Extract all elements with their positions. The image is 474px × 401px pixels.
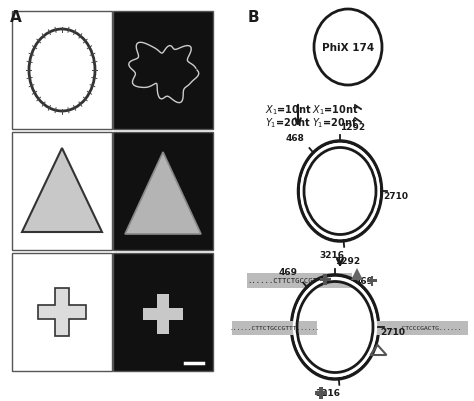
Bar — [247, 273, 352, 288]
Bar — [374, 321, 468, 335]
Polygon shape — [152, 303, 174, 325]
Text: B: B — [248, 10, 260, 25]
Polygon shape — [35, 164, 89, 221]
Polygon shape — [144, 296, 182, 333]
Polygon shape — [145, 296, 181, 332]
Text: 1292: 1292 — [340, 123, 365, 132]
Polygon shape — [146, 176, 184, 218]
Polygon shape — [148, 300, 177, 329]
Polygon shape — [154, 305, 172, 323]
Bar — [113, 12, 213, 130]
Text: ......CTTCTGCCGTTT......: ......CTTCTGCCGTTT...... — [247, 278, 352, 284]
Bar — [12, 253, 112, 371]
Text: A: A — [10, 10, 22, 25]
Polygon shape — [146, 298, 180, 331]
Polygon shape — [143, 174, 186, 220]
Bar — [232, 321, 317, 335]
Polygon shape — [26, 153, 98, 229]
Polygon shape — [134, 163, 194, 227]
Polygon shape — [29, 158, 94, 226]
Text: 3216: 3216 — [320, 251, 345, 259]
Bar — [113, 253, 213, 371]
Polygon shape — [40, 290, 84, 334]
Polygon shape — [148, 179, 182, 216]
Polygon shape — [43, 174, 82, 215]
Polygon shape — [143, 294, 183, 334]
Polygon shape — [48, 180, 76, 210]
Text: $Y_1$=20nt: $Y_1$=20nt — [312, 116, 358, 130]
Polygon shape — [39, 290, 85, 335]
Text: 468: 468 — [285, 134, 304, 143]
Polygon shape — [50, 183, 74, 208]
Polygon shape — [22, 149, 102, 233]
Polygon shape — [45, 295, 80, 330]
Polygon shape — [137, 166, 192, 225]
Bar — [12, 133, 112, 250]
Polygon shape — [129, 158, 197, 231]
Text: ......CTTCTGCCGTTT......: ......CTTCTGCCGTTT...... — [229, 326, 319, 331]
Polygon shape — [153, 304, 173, 324]
Polygon shape — [125, 153, 201, 235]
Polygon shape — [45, 176, 80, 213]
Polygon shape — [44, 294, 81, 331]
Polygon shape — [128, 155, 199, 233]
Polygon shape — [46, 296, 78, 328]
Polygon shape — [46, 178, 78, 211]
Polygon shape — [141, 171, 188, 222]
Polygon shape — [150, 181, 181, 215]
Text: 469: 469 — [279, 268, 298, 277]
Polygon shape — [147, 299, 179, 330]
Polygon shape — [151, 302, 175, 326]
Polygon shape — [49, 299, 75, 325]
Polygon shape — [51, 302, 73, 323]
Polygon shape — [367, 276, 377, 286]
Polygon shape — [41, 171, 83, 216]
Polygon shape — [38, 288, 86, 336]
Polygon shape — [31, 160, 92, 224]
Polygon shape — [42, 293, 82, 332]
Polygon shape — [27, 156, 96, 227]
Polygon shape — [39, 169, 85, 218]
Polygon shape — [50, 300, 74, 324]
Polygon shape — [152, 184, 179, 213]
Polygon shape — [150, 301, 176, 328]
Text: $X_1$=10nt: $X_1$=10nt — [312, 103, 359, 117]
Text: 2710: 2710 — [380, 327, 405, 336]
Polygon shape — [47, 297, 77, 327]
Text: PhiX 174: PhiX 174 — [322, 43, 374, 53]
Polygon shape — [24, 151, 100, 231]
Text: 469: 469 — [355, 276, 374, 285]
Text: 3216: 3216 — [315, 388, 340, 397]
Polygon shape — [351, 268, 363, 280]
Bar — [113, 133, 213, 250]
Polygon shape — [132, 160, 195, 229]
Polygon shape — [319, 274, 330, 285]
Text: $Y_1$=20nt: $Y_1$=20nt — [265, 116, 310, 130]
Text: $X_1$=10nt: $X_1$=10nt — [265, 103, 312, 117]
Polygon shape — [41, 292, 82, 333]
Polygon shape — [139, 168, 190, 223]
Polygon shape — [37, 167, 87, 219]
Text: ......CTCCCGACTG......: ......CTCCCGACTG...... — [380, 326, 462, 331]
Polygon shape — [315, 387, 327, 399]
Text: 1292: 1292 — [335, 257, 360, 266]
Polygon shape — [48, 298, 76, 326]
Bar — [12, 12, 112, 130]
Text: 2710: 2710 — [383, 192, 408, 200]
Polygon shape — [33, 162, 91, 223]
